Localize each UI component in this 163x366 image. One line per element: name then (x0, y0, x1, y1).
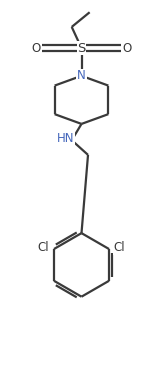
Text: S: S (77, 42, 86, 55)
Text: O: O (31, 42, 40, 55)
Text: HN: HN (56, 132, 74, 145)
Text: N: N (77, 69, 86, 82)
Text: Cl: Cl (37, 241, 49, 254)
Text: O: O (123, 42, 132, 55)
Text: Cl: Cl (114, 241, 126, 254)
